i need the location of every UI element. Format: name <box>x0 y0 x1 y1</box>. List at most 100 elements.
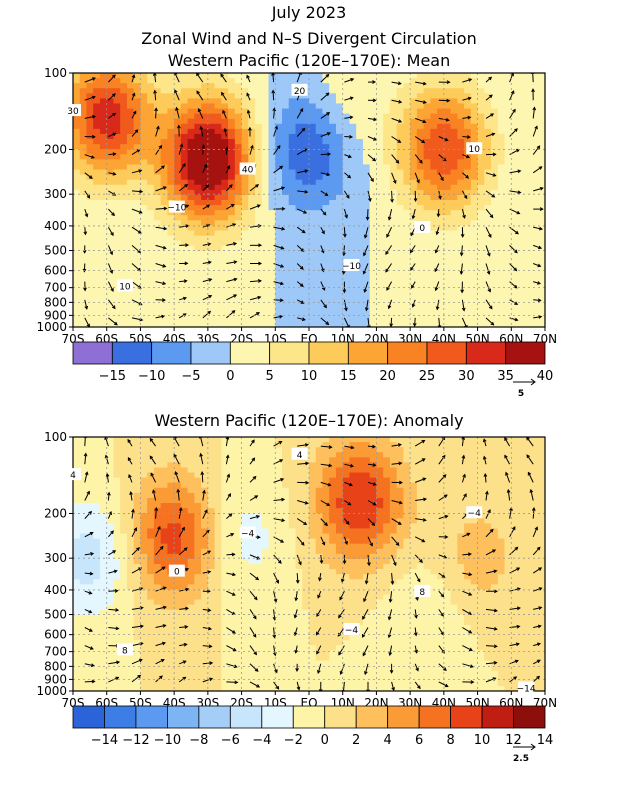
field-cell <box>126 558 135 565</box>
field-cell <box>214 154 222 160</box>
field-cell <box>241 240 249 247</box>
field-cell <box>315 189 324 196</box>
field-cell <box>356 245 364 252</box>
field-cell <box>147 452 155 458</box>
field-cell <box>147 442 155 448</box>
field-cell <box>79 194 88 201</box>
field-cell <box>464 301 472 308</box>
field-cell <box>113 528 121 535</box>
wind-vector <box>154 90 157 101</box>
field-cell <box>383 220 391 226</box>
field-cell <box>437 250 445 257</box>
field-cell <box>356 133 364 140</box>
field-cell <box>396 245 404 252</box>
field-cell <box>147 492 155 499</box>
field-cell <box>315 78 324 84</box>
field-cell <box>477 123 485 130</box>
field-cell <box>470 103 479 110</box>
field-cell <box>376 245 384 252</box>
field-cell <box>309 255 317 262</box>
field-cell <box>79 281 88 287</box>
field-cell <box>309 235 317 242</box>
field-cell <box>79 462 88 469</box>
field-cell <box>484 240 492 247</box>
field-cell <box>207 245 216 252</box>
field-cell <box>79 503 88 509</box>
field-cell <box>275 113 283 120</box>
field-cell <box>524 179 533 186</box>
field-cell <box>174 255 182 262</box>
field-cell <box>518 255 526 262</box>
field-cell <box>79 640 88 646</box>
field-cell <box>126 113 135 120</box>
field-cell <box>160 513 168 519</box>
field-cell <box>86 286 94 293</box>
field-cell <box>383 205 391 211</box>
wind-vector <box>412 208 416 219</box>
wind-vector <box>485 281 491 292</box>
field-cell <box>423 255 431 262</box>
field-cell <box>174 477 182 484</box>
field-cell <box>302 159 310 166</box>
field-cell <box>147 508 155 514</box>
field-cell <box>396 113 404 120</box>
wind-vector-head <box>112 172 117 176</box>
field-cell <box>403 230 411 237</box>
wind-vector-head <box>486 252 491 257</box>
field-cell <box>349 215 357 221</box>
field-cell <box>389 205 398 211</box>
field-cell <box>275 128 283 135</box>
field-cell <box>450 159 458 166</box>
field-cell <box>241 306 249 313</box>
field-cell <box>457 103 465 110</box>
field-cell <box>457 169 465 176</box>
field-cell <box>234 149 243 155</box>
field-cell <box>194 169 202 176</box>
field-cell <box>73 149 81 155</box>
field-cell <box>511 260 519 267</box>
field-cell <box>383 225 391 232</box>
field-cell <box>93 321 101 327</box>
field-cell <box>140 452 148 458</box>
field-cell <box>153 139 162 145</box>
field-cell <box>147 660 155 667</box>
field-cell <box>315 316 324 323</box>
field-cell <box>295 123 303 130</box>
field-cell <box>268 321 276 327</box>
field-cell <box>329 83 337 89</box>
field-cell <box>538 174 545 181</box>
field-cell <box>443 301 452 308</box>
field-cell <box>73 255 81 262</box>
field-cell <box>470 179 479 186</box>
field-cell <box>248 73 256 79</box>
field-cell <box>302 311 310 318</box>
field-cell <box>309 108 317 115</box>
field-cell <box>531 306 539 313</box>
field-cell <box>288 93 297 99</box>
field-cell <box>389 108 398 115</box>
wind-vector <box>246 93 251 101</box>
wind-vector <box>509 90 515 101</box>
field-cell <box>315 159 324 166</box>
field-cell <box>140 584 148 590</box>
field-cell <box>437 149 445 155</box>
field-cell <box>93 482 101 489</box>
wind-vector-head <box>280 246 285 250</box>
field-cell <box>160 306 168 313</box>
field-cell <box>187 184 195 191</box>
field-cell <box>335 311 344 318</box>
field-cell <box>524 128 533 135</box>
field-cell <box>470 123 479 130</box>
field-cell <box>126 83 135 89</box>
field-cell <box>126 477 135 484</box>
field-cell <box>389 210 398 216</box>
field-cell <box>356 169 364 176</box>
field-cell <box>241 93 249 99</box>
field-cell <box>497 271 506 277</box>
field-cell <box>248 179 256 186</box>
wind-vector-head <box>435 306 440 311</box>
field-cell <box>335 194 344 201</box>
field-cell <box>349 200 357 206</box>
field-cell <box>369 118 378 125</box>
